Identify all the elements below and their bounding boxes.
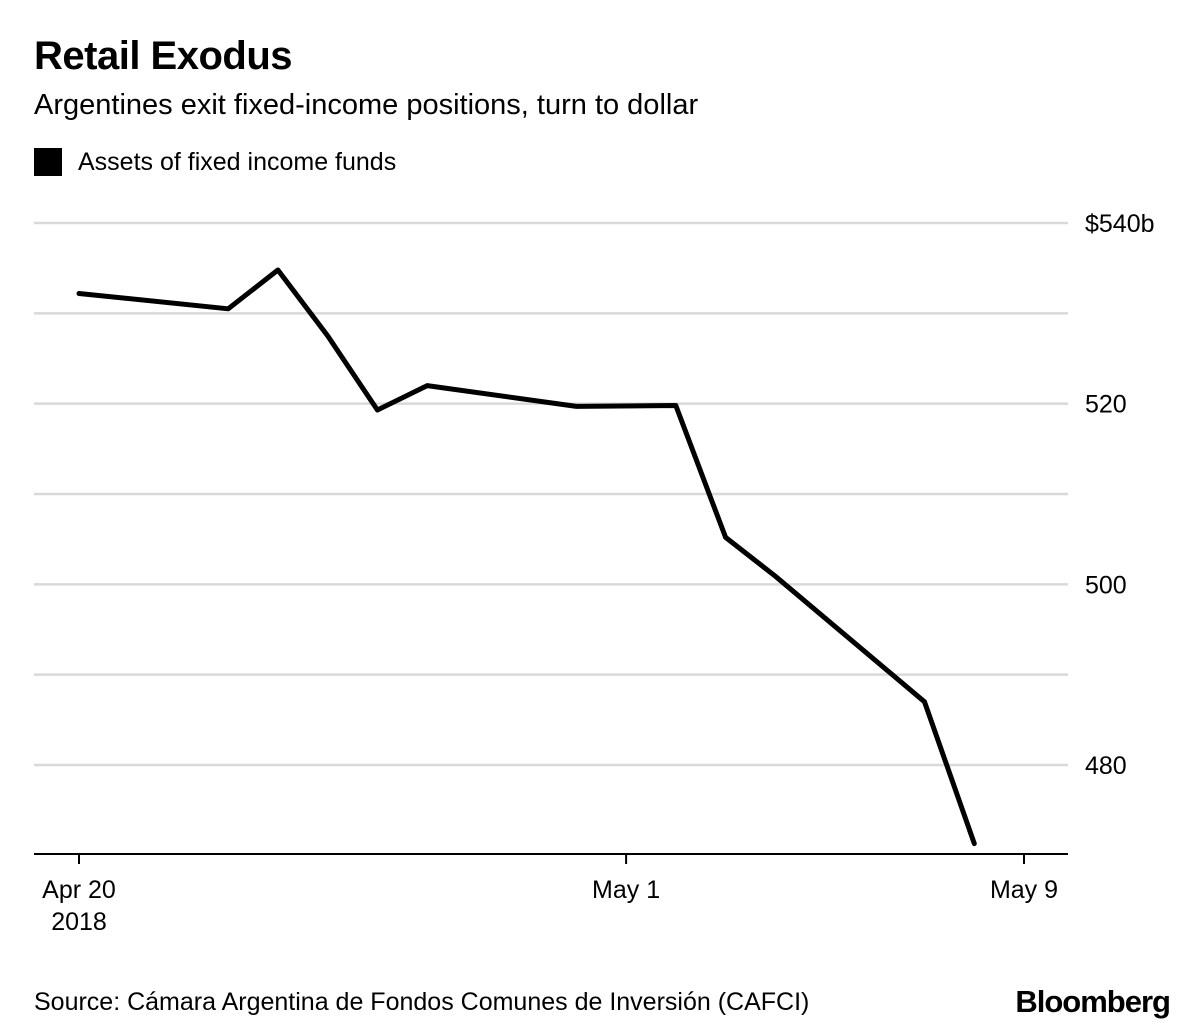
chart-title: Retail Exodus — [34, 34, 293, 78]
chart-subtitle: Argentines exit fixed-income positions, … — [34, 89, 699, 121]
series — [76, 267, 977, 847]
y-axis-labels: $540b 520 500 480 — [1085, 210, 1155, 780]
legend-label: Assets of fixed income funds — [78, 148, 397, 176]
source-note: Source: Cámara Argentina de Fondos Comun… — [34, 988, 810, 1016]
legend-swatch — [34, 148, 62, 176]
x-tick-label: Apr 20 — [42, 876, 116, 904]
y-tick-label: 480 — [1085, 752, 1127, 780]
series-line — [76, 267, 977, 847]
x-tick-label: May 1 — [592, 876, 660, 904]
x-axis: Apr 20 2018 May 1 May 9 — [42, 854, 1058, 936]
x-tick-label: May 9 — [990, 876, 1058, 904]
line-chart: $540b 520 500 480 Apr 20 2018 May 1 May 9 — [34, 210, 1155, 936]
bloomberg-logo: Bloomberg — [1015, 984, 1171, 1019]
y-tick-label: 520 — [1085, 391, 1127, 419]
x-tick-sublabel: 2018 — [51, 908, 107, 936]
gridlines — [34, 221, 1068, 767]
y-tick-label: 500 — [1085, 571, 1127, 599]
y-tick-label: $540b — [1085, 210, 1155, 238]
legend: Assets of fixed income funds — [34, 146, 396, 178]
